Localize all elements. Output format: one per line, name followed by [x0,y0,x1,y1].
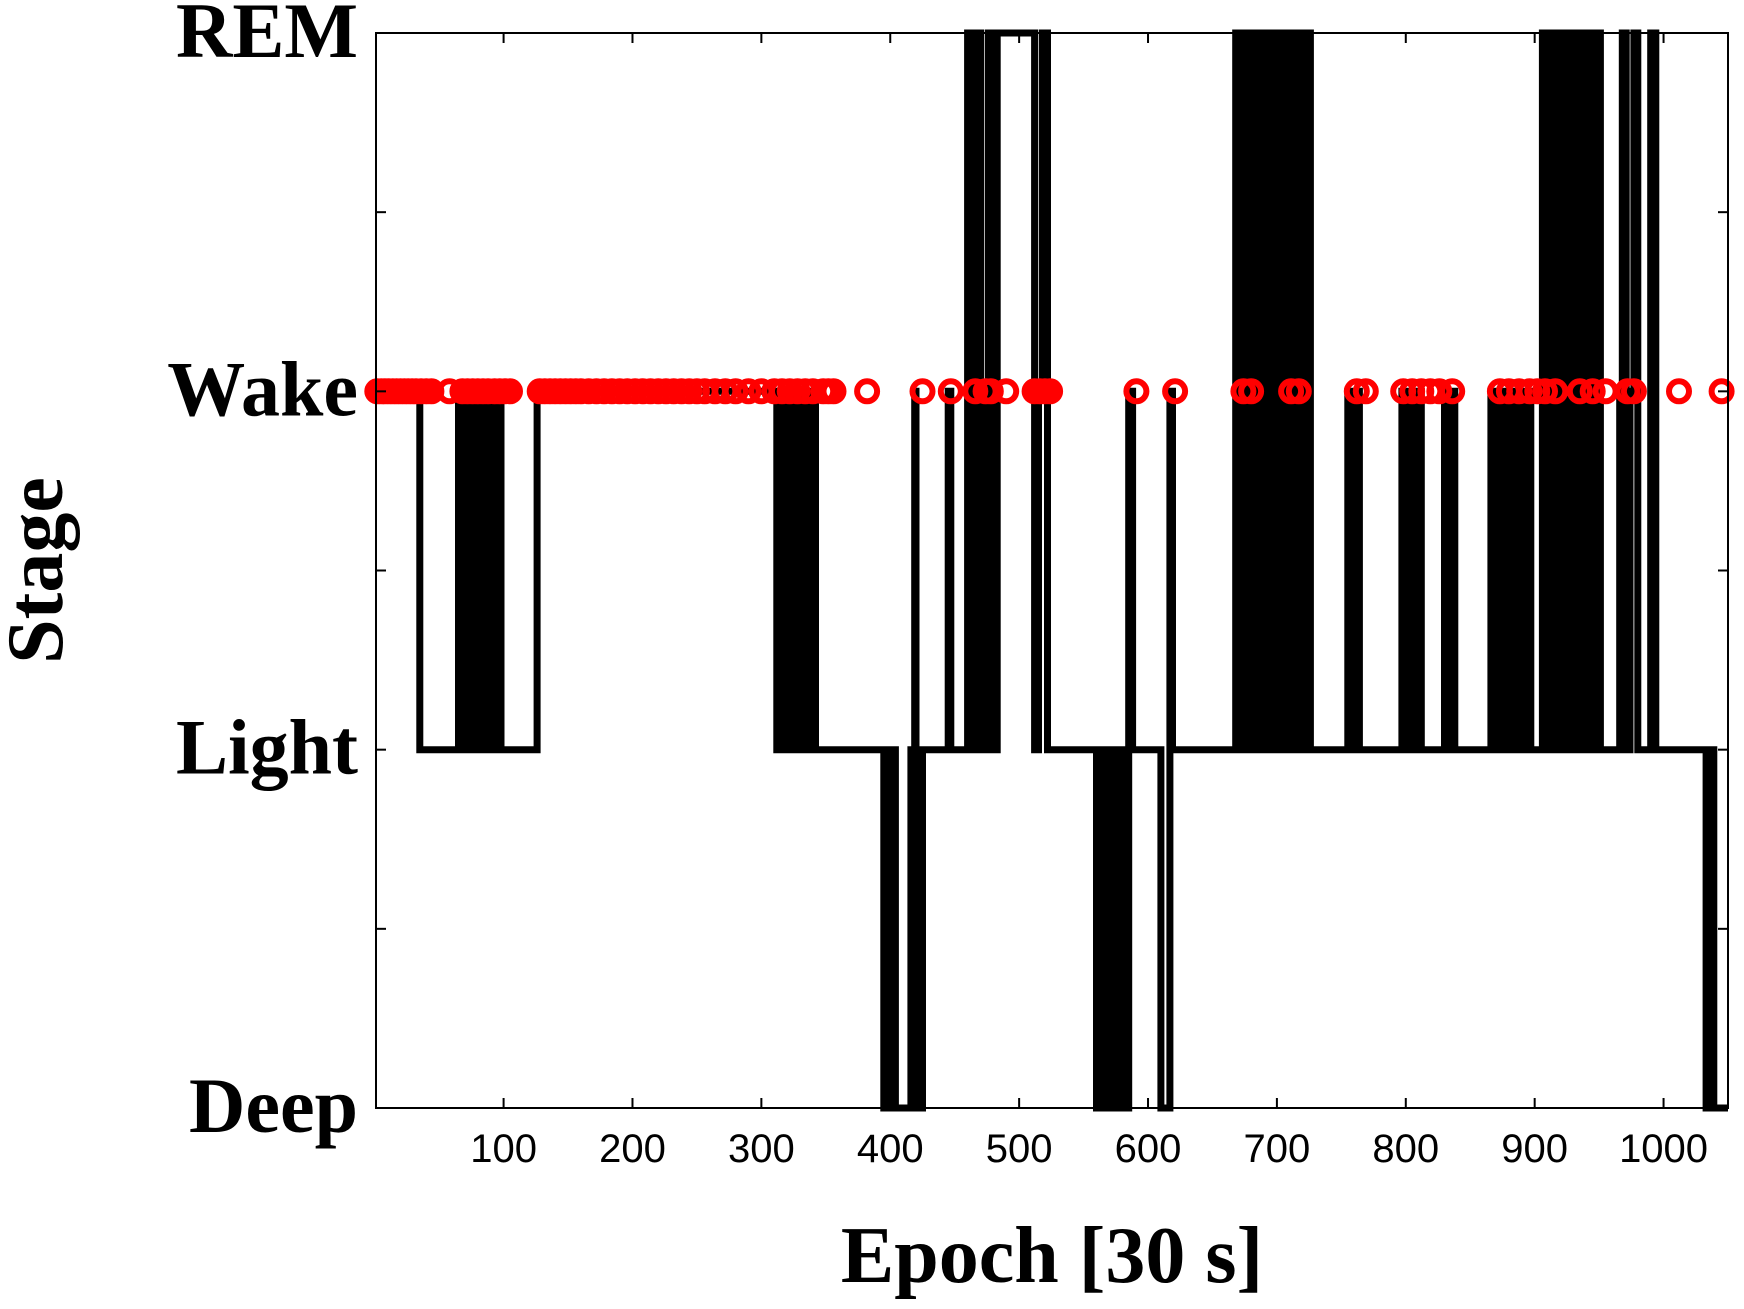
wake-marker [854,378,881,405]
wake-marker [735,378,762,405]
wake-marker [962,378,989,405]
wake-marker [1162,378,1189,405]
wake-marker [1579,378,1606,405]
wake-marker [1123,378,1150,405]
wake-marker [1238,378,1265,405]
x-tick-label: 1000 [1619,1127,1708,1171]
wake-marker [497,378,523,405]
wake-marker [1439,378,1466,405]
wake-marker [937,378,964,405]
x-tick-label: 600 [1115,1127,1182,1171]
x-axis-label: Epoch [30 s] [841,1212,1263,1300]
y-tick-label: REM [176,0,358,74]
x-tick-label: 500 [986,1127,1053,1171]
x-tick-label: 900 [1501,1127,1568,1171]
x-tick-label: 800 [1372,1127,1439,1171]
x-tick-label: 200 [599,1127,666,1171]
y-axis-label: Stage [0,477,80,664]
wake-marker [1566,378,1593,405]
wake-marker [722,378,749,405]
wake-markers-series [364,378,1735,405]
x-axis: 100 200 300 400 500 600 700 800 900 1000 [470,33,1708,1171]
wake-marker [1285,378,1312,405]
y-tick-label: Deep [189,1062,358,1149]
wake-marker [993,378,1020,405]
wake-marker [1708,378,1735,405]
wake-marker [977,378,1004,405]
wake-marker [1343,378,1370,405]
x-tick-label: 400 [857,1127,924,1171]
wake-marker [1426,378,1453,405]
wake-marker [1620,378,1647,405]
wake-marker [1352,378,1379,405]
y-tick-label: Light [176,704,358,791]
wake-marker [1666,378,1692,405]
wake-marker [1037,378,1064,405]
x-tick-label: 700 [1244,1127,1311,1171]
x-tick-label: 100 [470,1127,537,1171]
wake-marker [712,378,739,405]
wake-marker [1542,378,1569,405]
wake-marker [909,378,936,405]
y-tick-label: Wake [167,345,358,432]
wake-marker [820,378,847,405]
plot-area [364,29,1735,1112]
wake-marker [1532,378,1558,405]
y-axis: Deep Light Wake REM [167,0,1728,1149]
x-tick-label: 300 [728,1127,795,1171]
